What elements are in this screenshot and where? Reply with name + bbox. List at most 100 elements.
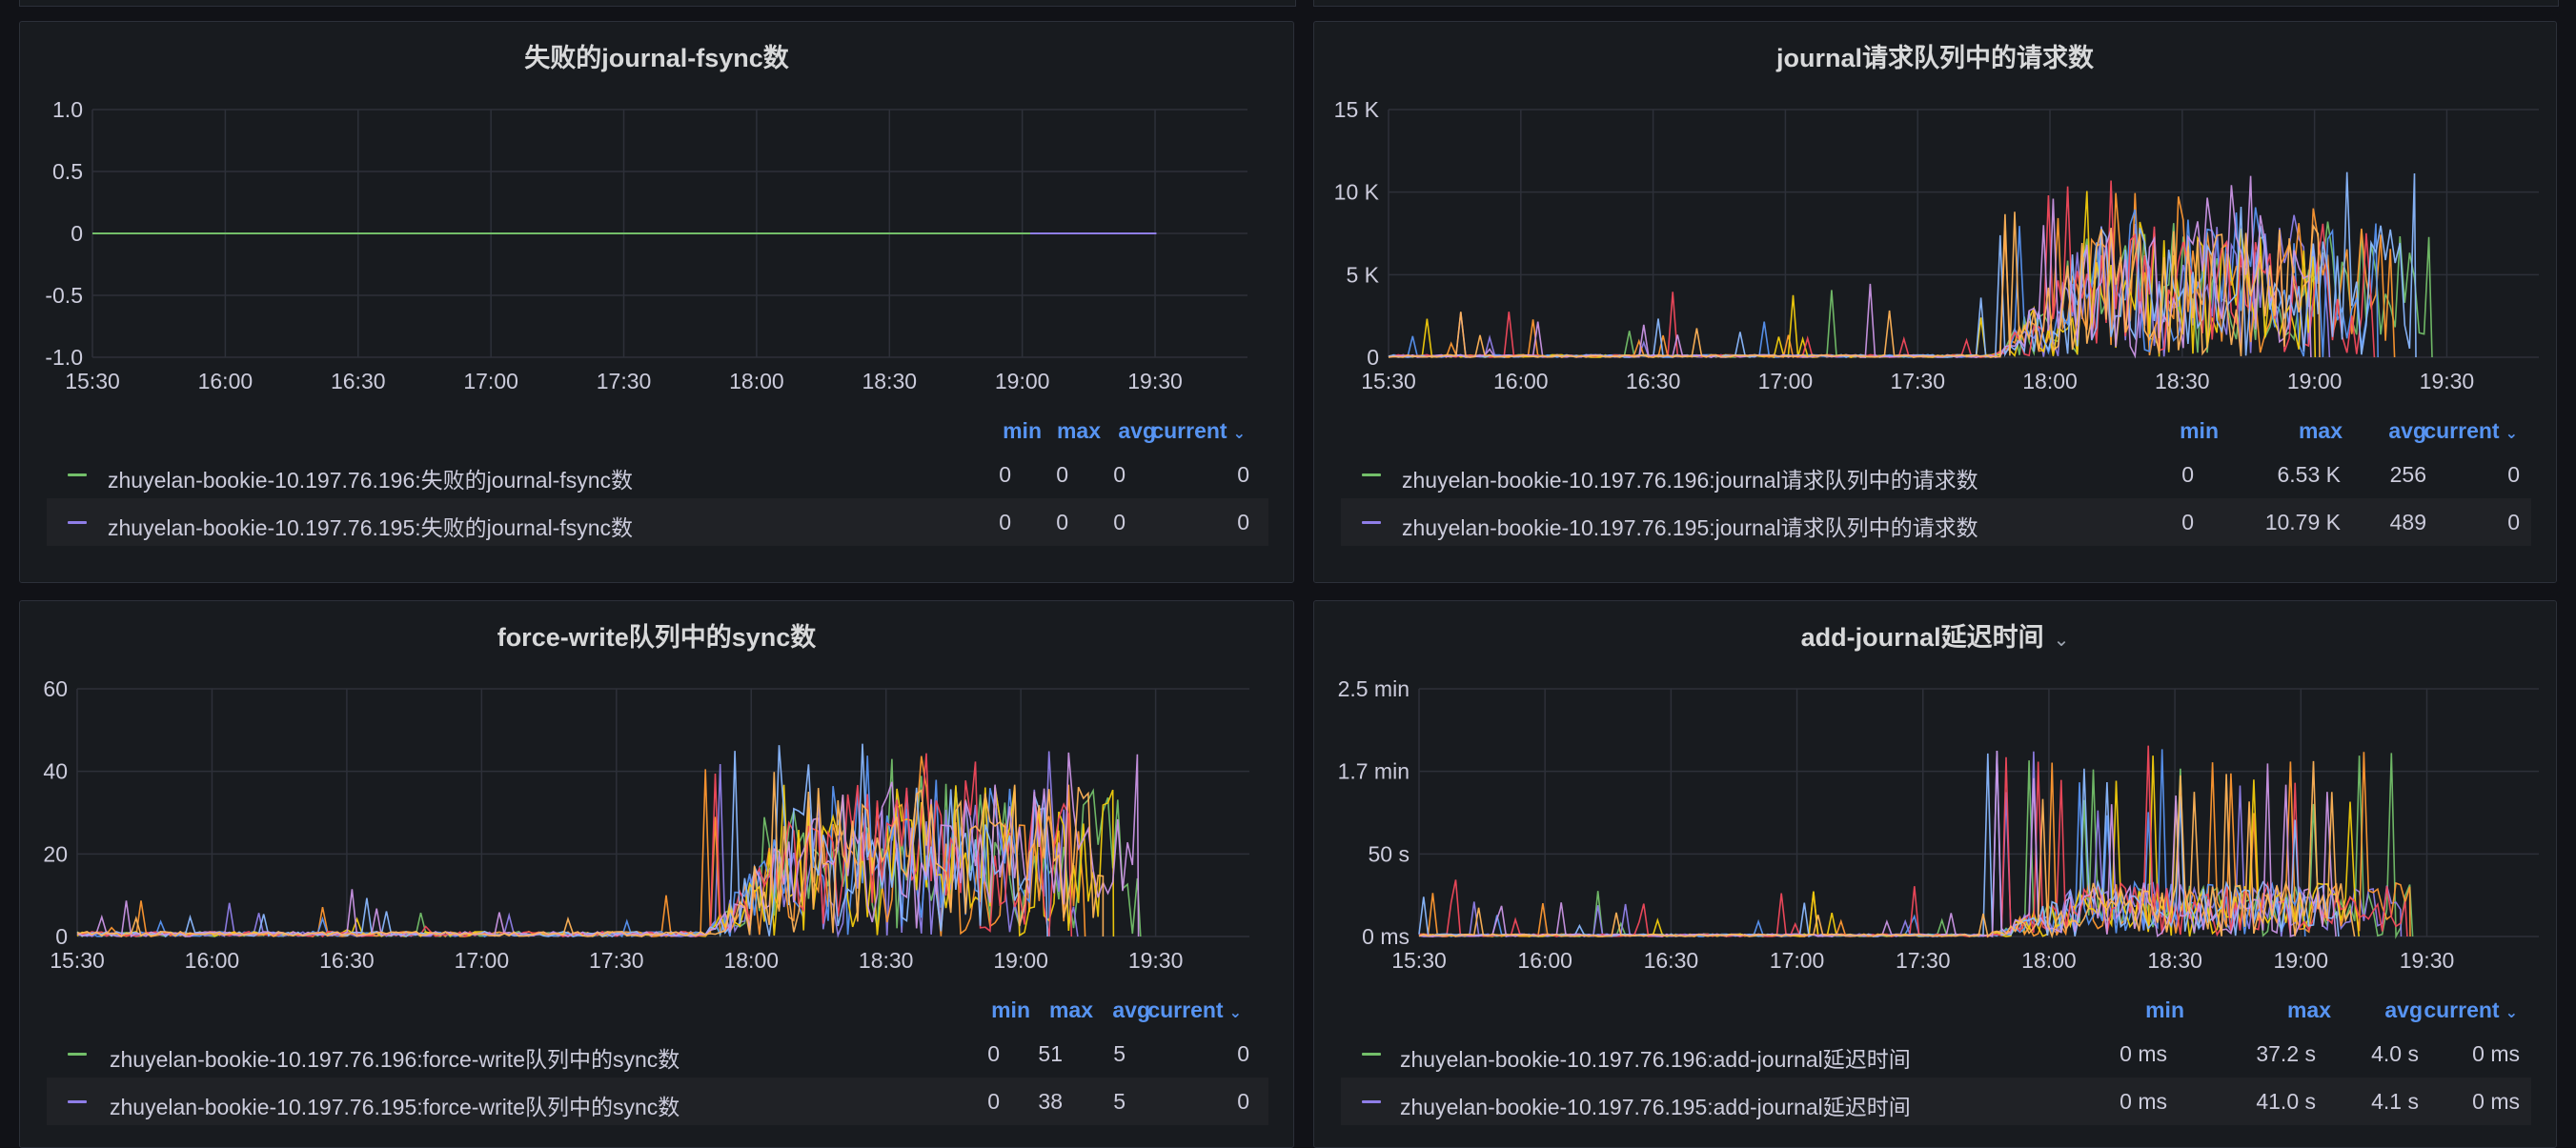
legend-col-current[interactable]: current ⌄ bbox=[1151, 418, 1246, 443]
legend-avg: 489 bbox=[2389, 510, 2426, 534]
x-tick-label: 16:00 bbox=[198, 369, 254, 393]
legend-col-avg[interactable]: avg bbox=[1118, 418, 1156, 443]
x-tick-label: 15:30 bbox=[65, 369, 120, 393]
legend-row[interactable]: zhuyelan-bookie-10.197.76.196:journal请求队… bbox=[1341, 451, 2531, 498]
legend-row[interactable]: zhuyelan-bookie-10.197.76.196:add-journa… bbox=[1341, 1030, 2531, 1078]
x-tick-label: 18:30 bbox=[859, 948, 914, 973]
y-tick-label: 5 K bbox=[1346, 262, 1379, 287]
y-tick-label: 1.0 bbox=[52, 97, 83, 122]
x-tick-label: 18:00 bbox=[2022, 369, 2078, 393]
x-tick-label: 15:30 bbox=[1391, 948, 1447, 973]
x-tick-label: 18:30 bbox=[2155, 369, 2210, 393]
legend-col-current[interactable]: current ⌄ bbox=[2424, 997, 2518, 1022]
panel-title[interactable]: add-journal延迟时间 ⌄ bbox=[1800, 623, 2070, 652]
legend-header: min max avg current ⌄ bbox=[1314, 997, 2556, 1030]
legend-header: min max avg current ⌄ bbox=[20, 997, 1293, 1030]
x-tick-label: 19:30 bbox=[2400, 948, 2455, 973]
legend-row[interactable]: zhuyelan-bookie-10.197.76.195:journal请求队… bbox=[1341, 498, 2531, 546]
x-tick-label: 18:00 bbox=[723, 948, 779, 973]
series-swatch bbox=[1362, 473, 1381, 476]
legend-max: 38 bbox=[1038, 1089, 1063, 1114]
panel-failed-journal-fsync: 失败的journal-fsync数 1.0 0.5 0 -0.5 -1.0 15:30 16… bbox=[19, 21, 1294, 583]
legend-row[interactable]: zhuyelan-bookie-10.197.76.195:失败的journal… bbox=[47, 498, 1268, 546]
legend-max: 41.0 s bbox=[2256, 1089, 2316, 1114]
series-swatch bbox=[68, 1053, 87, 1056]
y-tick-label: 50 s bbox=[1369, 841, 1410, 866]
series-swatch bbox=[1362, 521, 1381, 524]
x-tick-label: 19:00 bbox=[993, 948, 1048, 973]
legend-avg: 4.1 s bbox=[2371, 1089, 2419, 1114]
y-tick-label: 1.7 min bbox=[1338, 759, 1410, 784]
legend-current: 0 bbox=[1237, 1089, 1249, 1114]
legend-row[interactable]: zhuyelan-bookie-10.197.76.196:force-writ… bbox=[47, 1030, 1268, 1078]
panel-title[interactable]: force-write队列中的sync数 bbox=[497, 623, 817, 652]
legend-col-min[interactable]: min bbox=[991, 997, 1030, 1022]
x-tick-label: 19:00 bbox=[995, 369, 1050, 393]
y-tick-label: -0.5 bbox=[45, 283, 83, 308]
legend-min: 0 bbox=[987, 1041, 1000, 1066]
y-tick-label: 0.5 bbox=[52, 159, 83, 184]
legend-min: 0 bbox=[2181, 462, 2194, 487]
legend-col-min[interactable]: min bbox=[2180, 418, 2219, 443]
x-tick-label: 16:00 bbox=[1493, 369, 1549, 393]
chevron-down-icon: ⌄ bbox=[2505, 1005, 2518, 1021]
legend-series-name: zhuyelan-bookie-10.197.76.195:失败的journal… bbox=[108, 515, 634, 540]
x-tick-label: 15:30 bbox=[50, 948, 105, 973]
legend-avg: 0 bbox=[1113, 510, 1126, 534]
series-line bbox=[76, 772, 1105, 937]
legend-current: 0 bbox=[2507, 462, 2520, 487]
panel-title[interactable]: 失败的journal-fsync数 bbox=[524, 44, 789, 72]
legend-avg: 256 bbox=[2389, 462, 2426, 487]
y-tick-label: 15 K bbox=[1334, 97, 1380, 122]
legend-col-avg[interactable]: avg bbox=[1112, 997, 1150, 1022]
legend-header: min max avg current ⌄ bbox=[1314, 418, 2556, 451]
x-tick-label: 19:00 bbox=[2274, 948, 2329, 973]
legend-row[interactable]: zhuyelan-bookie-10.197.76.195:force-writ… bbox=[47, 1078, 1268, 1125]
x-tick-label: 16:00 bbox=[185, 948, 240, 973]
legend-col-max[interactable]: max bbox=[2298, 418, 2343, 443]
series-line bbox=[1388, 211, 2321, 358]
panel-title[interactable]: journal请求队列中的请求数 bbox=[1775, 44, 2094, 72]
series-line bbox=[1418, 751, 2340, 937]
legend-current: 0 bbox=[2507, 510, 2520, 534]
legend-avg: 0 bbox=[1113, 462, 1126, 487]
legend-col-max[interactable]: max bbox=[2286, 997, 2331, 1022]
x-tick-label: 19:30 bbox=[1127, 369, 1183, 393]
x-tick-label: 17:00 bbox=[1758, 369, 1814, 393]
chart-force-write-sync[interactable]: 60 40 20 015:30 16:00 16:30 17:00 17:30 18:00 18:… bbox=[20, 601, 1294, 982]
legend-col-max[interactable]: max bbox=[1056, 418, 1101, 443]
legend-col-current[interactable]: current ⌄ bbox=[1147, 997, 1242, 1022]
x-tick-label: 17:30 bbox=[1896, 948, 1951, 973]
legend-row[interactable]: zhuyelan-bookie-10.197.76.195:add-journa… bbox=[1341, 1078, 2531, 1125]
legend-row[interactable]: zhuyelan-bookie-10.197.76.196:失败的journal… bbox=[47, 451, 1268, 498]
x-tick-label: 19:30 bbox=[1128, 948, 1184, 973]
legend-col-min[interactable]: min bbox=[1003, 418, 1042, 443]
legend-min: 0 bbox=[999, 462, 1011, 487]
legend-current: 0 ms bbox=[2472, 1089, 2520, 1114]
series-swatch bbox=[68, 1100, 87, 1103]
chart-journal-queue-requests[interactable]: 15 K 10 K 5 K 015:30 16:00 16:30 17:00 17:30 18:… bbox=[1314, 22, 2557, 403]
x-tick-label: 16:30 bbox=[331, 369, 386, 393]
x-tick-label: 16:30 bbox=[1644, 948, 1699, 973]
legend-max: 0 bbox=[1056, 462, 1068, 487]
x-tick-label: 16:30 bbox=[1626, 369, 1681, 393]
y-tick-label: 0 bbox=[1367, 345, 1379, 370]
x-tick-label: 17:00 bbox=[463, 369, 518, 393]
chevron-down-icon[interactable]: ⌄ bbox=[2053, 630, 2070, 651]
legend-col-current[interactable]: current ⌄ bbox=[2424, 418, 2518, 443]
x-tick-label: 15:30 bbox=[1361, 369, 1416, 393]
legend-col-avg[interactable]: avg bbox=[2384, 997, 2423, 1022]
legend-col-avg[interactable]: avg bbox=[2388, 418, 2426, 443]
legend-min: 0 ms bbox=[2120, 1089, 2167, 1114]
legend-min: 0 ms bbox=[2120, 1041, 2167, 1066]
legend-series-name: zhuyelan-bookie-10.197.76.196:force-writ… bbox=[110, 1047, 680, 1072]
x-tick-label: 18:30 bbox=[2147, 948, 2202, 973]
y-tick-label: 20 bbox=[43, 841, 68, 866]
chart-failed-journal-fsync[interactable]: 1.0 0.5 0 -0.5 -1.015:30 16:00 16:30 17:00 17:30… bbox=[20, 22, 1294, 403]
y-tick-label: 0 ms bbox=[1362, 924, 1410, 949]
legend-col-min[interactable]: min bbox=[2145, 997, 2184, 1022]
legend-col-max[interactable]: max bbox=[1048, 997, 1093, 1022]
series-swatch bbox=[1362, 1100, 1381, 1103]
x-tick-label: 18:00 bbox=[729, 369, 784, 393]
